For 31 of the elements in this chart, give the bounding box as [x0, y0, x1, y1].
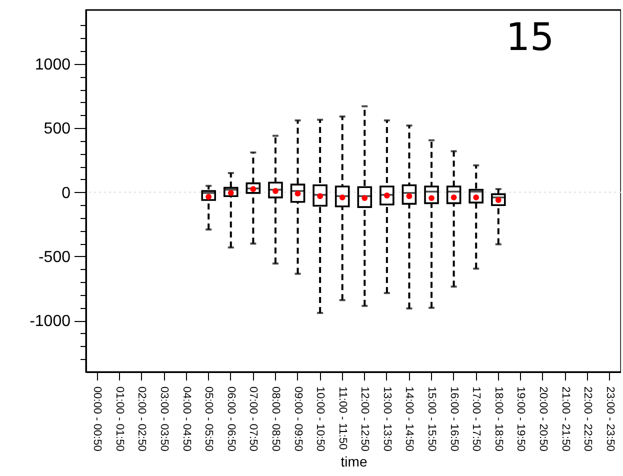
x-tick-label: 21:00 - 21:50	[559, 386, 572, 452]
y-tick-label: 0	[62, 184, 71, 202]
x-tick-label: 00:00 - 00:50	[91, 386, 104, 452]
annotation: 15	[506, 15, 554, 59]
x-tick-label: 01:00 - 01:50	[113, 386, 126, 452]
x-tick-label: 10:00 - 10:50	[314, 386, 326, 452]
x-tick-label: 18:00 - 18:50	[492, 386, 504, 452]
y-tick-label: 500	[44, 120, 71, 138]
x-tick-label: 06:00 - 06:50	[224, 386, 237, 452]
x-tick-label: 17:00 - 17:50	[470, 386, 482, 452]
x-tick-label: 19:00 - 19:50	[514, 386, 527, 452]
x-tick-label: 03:00 - 03:50	[158, 386, 170, 452]
x-tick-label: 04:00 - 04:50	[180, 386, 192, 452]
x-tick-label: 14:00 - 14:50	[403, 386, 416, 452]
x-axis-title: time	[340, 453, 368, 470]
x-tick-label: 09:00 - 09:50	[292, 386, 304, 452]
y-tick-label: -1000	[30, 313, 71, 330]
x-tick-label: 23:00 - 23:50	[604, 386, 616, 452]
y-tick-label: -500	[38, 248, 71, 266]
x-tick-label: 07:00 - 07:50	[247, 386, 260, 452]
x-tick-label: 22:00 - 22:50	[582, 386, 594, 452]
x-tick-label: 12:00 - 12:50	[358, 386, 371, 452]
x-tick-label: 16:00 - 16:50	[448, 386, 460, 452]
x-tick-label: 05:00 - 05:50	[202, 386, 215, 452]
x-tick-label: 15:00 - 15:50	[426, 386, 438, 452]
x-tick-label: 13:00 - 13:50	[380, 386, 393, 452]
x-tick-label: 20:00 - 20:50	[536, 386, 549, 452]
y-tick-label: 1000	[34, 56, 71, 74]
x-tick-label: 08:00 - 08:50	[269, 386, 282, 452]
x-tick-label: 02:00 - 02:50	[136, 386, 148, 452]
x-tick-label: 11:00 - 11:50	[336, 386, 348, 450]
